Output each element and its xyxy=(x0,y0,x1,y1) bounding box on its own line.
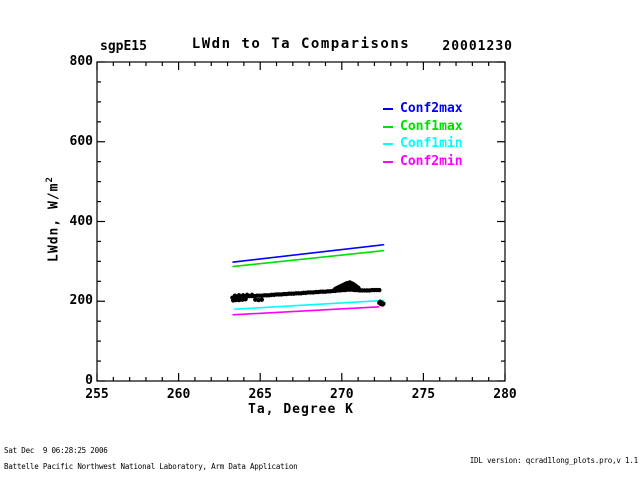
x-axis-title: Ta, Degree K xyxy=(248,402,354,417)
y-tick-label: 0 xyxy=(85,373,93,388)
x-tick-label: 260 xyxy=(166,387,191,402)
y-tick-label: 600 xyxy=(69,133,93,149)
x-tick-label: 275 xyxy=(411,387,436,402)
legend-entry-conf1min: Conf1min xyxy=(383,136,493,154)
legend-entry-conf2min: Conf2min xyxy=(383,154,493,172)
x-tick-label: 270 xyxy=(330,387,354,402)
axis-ticks xyxy=(96,61,506,382)
y-tick-label: 800 xyxy=(69,54,93,69)
x-tick-label: 255 xyxy=(85,387,109,402)
plot-title: LWdn to Ta Comparisons xyxy=(191,36,411,52)
date-label: 20001230 xyxy=(442,39,513,54)
legend-label: Conf2min xyxy=(400,153,463,169)
site-label: sgpE15 xyxy=(100,39,147,54)
legend-line-sample-icon xyxy=(383,143,393,145)
footer-organization: Battelle Pacific Northwest National Labo… xyxy=(4,462,298,471)
y-axis-title-superscript: 2 xyxy=(45,176,55,183)
legend-entry-conf2max: Conf2max xyxy=(383,101,493,119)
y-tick-label: 400 xyxy=(69,213,93,229)
legend-line-sample-icon xyxy=(383,160,393,163)
legend-label: Conf1min xyxy=(400,136,463,151)
legend: Conf2max Conf1max Conf1min Conf2min xyxy=(383,101,493,171)
x-tick-label: 265 xyxy=(248,387,272,402)
observation-scatter xyxy=(230,280,386,307)
legend-entry-conf1max: Conf1max xyxy=(383,119,493,137)
legend-label: Conf1max xyxy=(400,118,463,134)
footer-timestamp: Sat Dec 9 06:28:25 2006 xyxy=(4,446,108,455)
footer-version-block: IDL version: qcrad1long_plots.pro,v 1.1 … xyxy=(414,441,639,480)
confidence-lines xyxy=(232,243,385,316)
legend-label: Conf2max xyxy=(400,101,463,116)
x-tick-label: 280 xyxy=(493,387,517,402)
legend-line-sample-icon xyxy=(383,125,393,128)
legend-line-sample-icon xyxy=(383,108,393,110)
footer-idl-version: IDL version: qcrad1long_plots.pro,v 1.1 xyxy=(469,456,639,465)
y-tick-label: 200 xyxy=(69,293,93,309)
